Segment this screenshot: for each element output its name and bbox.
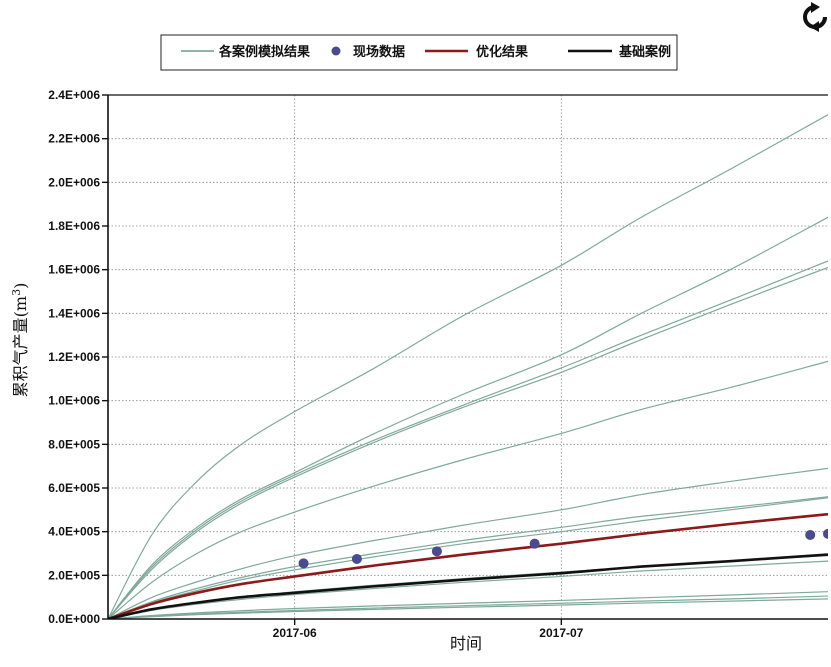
refresh-icon [803, 2, 827, 32]
x-tick-label-1: 2017-07 [539, 626, 583, 640]
y-tick-label-4: 8.0E+005 [48, 437, 100, 451]
field-data-point-2 [431, 546, 442, 557]
y-tick-label-9: 1.8E+006 [48, 219, 100, 233]
y-axis-title-close: ) [11, 283, 30, 289]
simulation-curve-1 [108, 216, 828, 619]
legend-label-optimized: 优化结果 [476, 44, 528, 60]
simulation-curve-11 [108, 595, 828, 619]
y-tick-label-3: 6.0E+005 [48, 481, 100, 495]
x-tick-label-0: 2017-06 [273, 626, 317, 640]
legend-label-field: 现场数据 [353, 44, 405, 60]
legend-label-simulation: 各案例模拟结果 [218, 44, 310, 60]
simulation-curve-3 [108, 266, 828, 619]
data-series [108, 114, 828, 619]
grid-lines [108, 95, 828, 619]
y-tick-label-11: 2.2E+006 [48, 132, 100, 146]
y-tick-label-2: 4.0E+005 [48, 525, 100, 539]
legend: 各案例模拟结果 现场数据 优化结果 基础案例 [160, 34, 678, 71]
y-tick-label-1: 2.0E+005 [48, 568, 100, 582]
x-axis-title: 时间 [450, 634, 482, 653]
base-case-curve [108, 553, 828, 619]
y-tick-label-5: 1.0E+006 [48, 394, 100, 408]
y-axis-title-sup: 3 [10, 289, 23, 296]
x-ticks: 2017-06 2017-07 [273, 619, 584, 640]
legend-label-base: 基础案例 [618, 44, 671, 60]
field-data-markers [298, 528, 828, 569]
simulation-curve-10 [108, 591, 828, 619]
field-data-point-4 [805, 529, 816, 540]
simulation-curve-12 [108, 598, 828, 619]
refresh-button[interactable] [800, 2, 830, 32]
simulation-curve-6 [108, 496, 828, 619]
field-data-point-0 [298, 558, 309, 569]
y-tick-label-7: 1.4E+006 [48, 306, 100, 320]
y-tick-label-6: 1.2E+006 [48, 350, 100, 364]
simulation-curve-7 [108, 497, 828, 619]
y-tick-label-8: 1.6E+006 [48, 263, 100, 277]
y-ticks: 0.0E+000 2.0E+005 4.0E+005 6.0E+005 8.0E+005… [48, 88, 108, 626]
y-tick-label-12: 2.4E+006 [48, 88, 100, 102]
field-data-point-3 [529, 538, 540, 549]
legend-box [160, 34, 678, 71]
legend-swatch-field [331, 46, 341, 56]
field-data-point-1 [351, 553, 362, 564]
y-axis-title-main: 累积气产量(m [11, 296, 30, 397]
simulation-curve-5 [108, 467, 828, 619]
y-tick-label-10: 2.0E+006 [48, 175, 100, 189]
field-data-point-5 [823, 528, 828, 539]
simulation-curve-0 [108, 114, 828, 619]
y-tick-label-0: 0.0E+000 [48, 612, 100, 626]
y-axis-title: 累积气产量(m3) [10, 283, 30, 398]
simulation-curve-9 [108, 560, 828, 619]
simulation-curve-4 [108, 360, 828, 619]
simulation-curve-2 [108, 260, 828, 619]
optimized-curve [108, 512, 828, 619]
